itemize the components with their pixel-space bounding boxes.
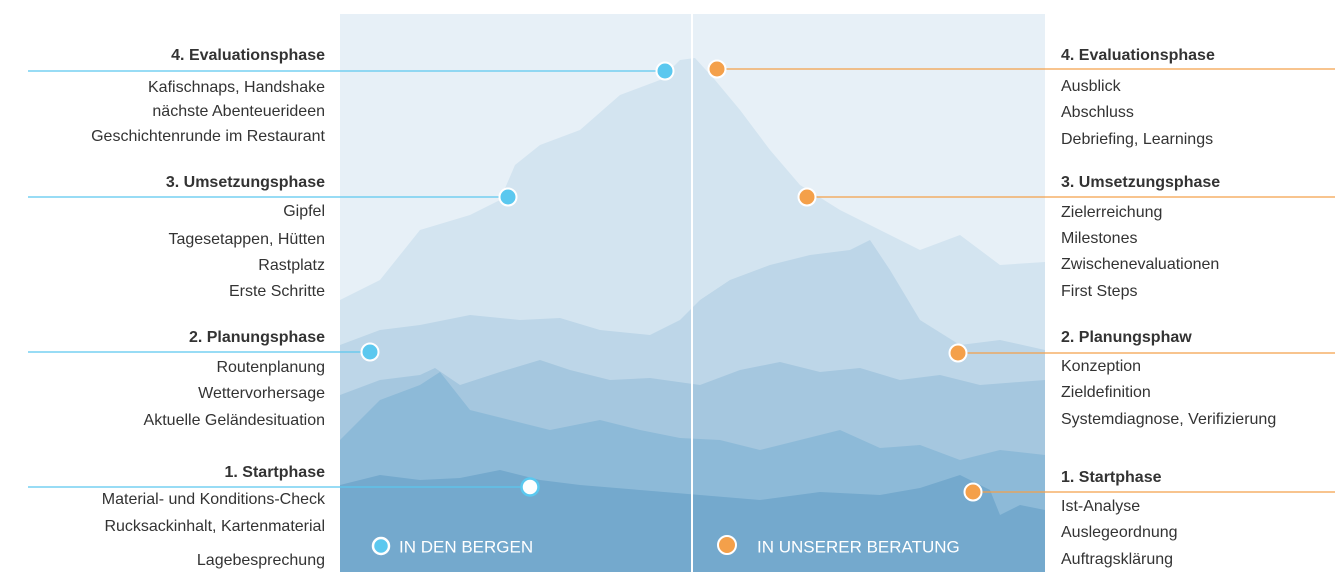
phase-item: Kafischnaps, Handshake	[148, 79, 325, 96]
phase-item: Rucksackinhalt, Kartenmaterial	[104, 518, 325, 535]
phase-item: Routenplanung	[216, 359, 325, 376]
phase-item: Erste Schritte	[229, 283, 325, 300]
phase-title: 3. Umsetzungsphase	[166, 174, 325, 191]
legend-label: IN DEN BERGEN	[399, 537, 533, 556]
phase-title: 1. Startphase	[225, 464, 326, 481]
phase-title: 2. Planungsphaw	[1061, 329, 1192, 346]
phase-dot	[965, 484, 982, 501]
phase-title: 1. Startphase	[1061, 469, 1162, 486]
phase-item: Rastplatz	[258, 257, 325, 274]
phase-dot	[709, 61, 726, 78]
phase-title: 3. Umsetzungsphase	[1061, 174, 1220, 191]
phase-item: First Steps	[1061, 283, 1137, 300]
legend-label: IN UNSERER BERATUNG	[757, 537, 960, 556]
phase-item: Auftragsklärung	[1061, 551, 1173, 568]
phase-item: Zielerreichung	[1061, 204, 1162, 221]
phase-dot	[362, 344, 379, 361]
phase-item: Zieldefinition	[1061, 384, 1151, 401]
phase-dot	[799, 189, 816, 206]
phase-title: 2. Planungsphase	[189, 329, 325, 346]
phase-item: Auslegeordnung	[1061, 524, 1178, 541]
phase-item: Milestones	[1061, 230, 1137, 247]
phase-item: Konzeption	[1061, 358, 1141, 375]
phase-item: Tagesetappen, Hütten	[168, 231, 325, 248]
legend-dot	[373, 538, 389, 554]
phase-item: Lagebesprechung	[197, 552, 325, 569]
phase-item: Debriefing, Learnings	[1061, 131, 1213, 148]
phase-item: Zwischenevaluationen	[1061, 256, 1219, 273]
phase-dot	[500, 189, 517, 206]
phase-item: Gipfel	[283, 203, 325, 220]
phase-item: Abschluss	[1061, 104, 1134, 121]
phase-title: 4. Evaluationsphase	[1061, 47, 1215, 64]
phase-dot	[657, 63, 674, 80]
phase-item: Wettervorhersage	[198, 385, 325, 402]
phase-title: 4. Evaluationsphase	[171, 47, 325, 64]
phase-dot	[522, 479, 539, 496]
phase-item: nächste Abenteuerideen	[152, 103, 325, 120]
phase-item: Material- und Konditions-Check	[102, 491, 326, 508]
phase-dot	[950, 345, 967, 362]
mountain-panel	[340, 14, 1045, 572]
phase-item: Ist-Analyse	[1061, 498, 1140, 515]
phase-item: Ausblick	[1061, 78, 1122, 95]
diagram: 4. Evaluationsphase Kafischnaps, Handshak…	[0, 0, 1335, 572]
legend-dot	[718, 536, 736, 554]
phase-item: Geschichtenrunde im Restaurant	[91, 128, 325, 145]
phase-item: Systemdiagnose, Verifizierung	[1061, 411, 1276, 428]
phase-item: Aktuelle Geländesituation	[144, 412, 325, 429]
